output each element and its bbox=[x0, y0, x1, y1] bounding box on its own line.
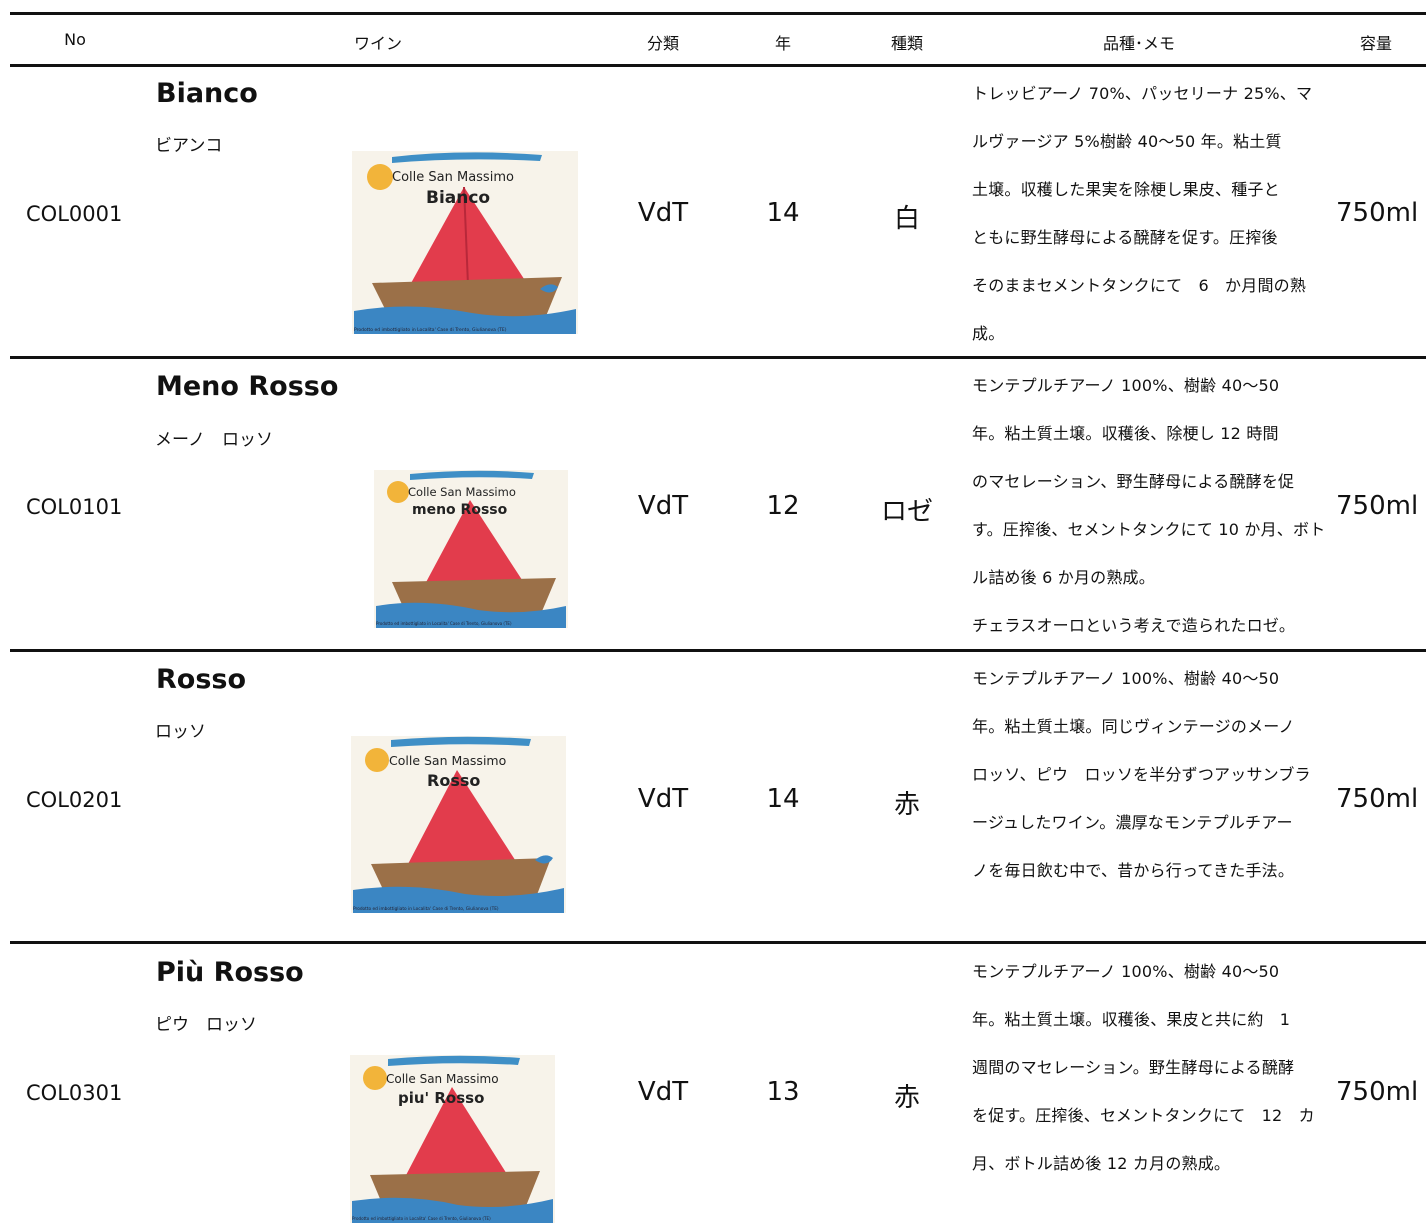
wine-classification: VdT bbox=[637, 491, 689, 521]
memo-line: ノを毎日飲む中で、昔から行ってきた手法。 bbox=[972, 861, 1295, 880]
memo-line: す。圧搾後、セメントタンクにて 10 か月、ボト bbox=[972, 520, 1326, 539]
wine-type: 白 bbox=[893, 204, 921, 234]
wine-name: Più Rosso bbox=[156, 957, 304, 988]
wine-name: Rosso bbox=[156, 664, 247, 695]
memo-line: 月、ボトル詰め後 12 カ月の熟成。 bbox=[972, 1154, 1231, 1173]
memo-line: そのままセメントタンクにて 6 か月間の熟 bbox=[972, 276, 1307, 295]
wine-type: 赤 bbox=[893, 1083, 921, 1113]
memo-line: 成。 bbox=[972, 324, 1005, 343]
label-brand-text: Colle San Massimo bbox=[389, 753, 506, 768]
memo-line: 週間のマセレーション。野生酵母による醗酵 bbox=[972, 1058, 1295, 1077]
memo-line: 年。粘土質土壌。収穫後、果皮と共に約 1 bbox=[972, 1010, 1291, 1029]
memo-line: のマセレーション、野生酵母による醗酵を促 bbox=[972, 472, 1295, 491]
label-footer-text: Prodotto ed imbottigliato in Localita' C… bbox=[353, 906, 499, 912]
header-classification: 分類 bbox=[646, 34, 680, 53]
wine-no: COL0101 bbox=[26, 495, 123, 519]
wine-volume: 750ml bbox=[1336, 784, 1419, 814]
memo-line: モンテプルチアーノ 100%、樹齢 40～50 bbox=[972, 962, 1280, 981]
memo-line: ロッソ、ピウ ロッソを半分ずつアッサンブラ bbox=[972, 765, 1311, 784]
row-rule bbox=[10, 649, 1426, 652]
label-wine-text: Rosso bbox=[427, 771, 480, 790]
label-wine-text: meno Rosso bbox=[412, 502, 508, 518]
memo-line: トレッビアーノ 70%、パッセリーナ 25%、マ bbox=[972, 84, 1313, 103]
wine-volume: 750ml bbox=[1336, 1077, 1419, 1107]
memo-line: チェラスオーロという考えで造られたロゼ。 bbox=[972, 616, 1296, 635]
header-volume: 容量 bbox=[1359, 34, 1393, 53]
memo-line: モンテプルチアーノ 100%、樹齢 40～50 bbox=[972, 669, 1280, 688]
label-wine-text: piu' Rosso bbox=[398, 1089, 484, 1107]
header-year: 年 bbox=[774, 34, 792, 53]
wine-classification: VdT bbox=[637, 784, 689, 814]
wine-kana: ビアンコ bbox=[155, 136, 223, 156]
wine-memo: モンテプルチアーノ 100%、樹齢 40～50 年。粘土質土壌。同じヴィンテージ… bbox=[972, 655, 1312, 895]
label-brand-text: Colle San Massimo bbox=[408, 485, 516, 499]
header-bottom-rule bbox=[10, 64, 1426, 67]
header-no: No bbox=[64, 30, 86, 49]
wine-label-image: Colle San Massimo piu' Rosso Prodotto ed… bbox=[350, 1055, 555, 1223]
header-memo: 品種･メモ bbox=[1102, 34, 1176, 53]
label-footer-text: Prodotto ed imbottigliato in Localita' C… bbox=[376, 621, 512, 626]
row-rule bbox=[10, 356, 1426, 359]
label-brand-text: Colle San Massimo bbox=[392, 170, 514, 185]
wine-year: 14 bbox=[766, 198, 800, 228]
wine-kana: ピウ ロッソ bbox=[155, 1015, 257, 1035]
label-brand-text: Colle San Massimo bbox=[386, 1072, 499, 1086]
wine-volume: 750ml bbox=[1336, 198, 1419, 228]
memo-line: ル詰め後 6 か月の熟成。 bbox=[972, 568, 1155, 587]
bianco-label-art: Colle San Massimo Bianco Prodotto ed imb… bbox=[352, 151, 578, 334]
wine-no: COL0201 bbox=[26, 788, 123, 812]
wine-type: ロゼ bbox=[880, 497, 934, 527]
wine-classification: VdT bbox=[637, 198, 689, 228]
memo-line: ージュしたワイン。濃厚なモンテプルチアー bbox=[972, 813, 1293, 832]
wine-memo: トレッビアーノ 70%、パッセリーナ 25%、マ ルヴァージア 5%樹齢 40～… bbox=[972, 70, 1312, 358]
wine-name: Bianco bbox=[156, 78, 258, 109]
memo-line: ルヴァージア 5%樹齢 40～50 年。粘土質 bbox=[972, 132, 1282, 151]
rosso-label-art: Colle San Massimo Rosso Prodotto ed imbo… bbox=[351, 736, 566, 913]
wine-year: 13 bbox=[766, 1077, 800, 1107]
label-wine-text: Bianco bbox=[426, 188, 490, 208]
header-wine: ワイン bbox=[353, 34, 403, 53]
header-type: 種類 bbox=[890, 34, 924, 53]
wine-classification: VdT bbox=[637, 1077, 689, 1107]
memo-line: ともに野生酵母による醗酵を促す。圧搾後 bbox=[972, 228, 1278, 247]
wine-no: COL0001 bbox=[26, 202, 123, 226]
meno-rosso-label-art: Colle San Massimo meno Rosso Prodotto ed… bbox=[374, 470, 568, 628]
wine-memo: モンテプルチアーノ 100%、樹齢 40～50 年。粘土質土壌。収穫後、果皮と共… bbox=[972, 948, 1315, 1188]
label-footer-text: Prodotto ed imbottigliato in Localita' C… bbox=[354, 327, 507, 333]
wine-type: 赤 bbox=[893, 790, 921, 820]
memo-line: を促す。圧搾後、セメントタンクにて 12 カ bbox=[972, 1106, 1315, 1125]
memo-line: 土壌。収穫した果実を除梗し果皮、種子と bbox=[972, 180, 1280, 199]
wine-label-image: Colle San Massimo Rosso Prodotto ed imbo… bbox=[351, 736, 566, 913]
wine-volume: 750ml bbox=[1336, 491, 1419, 521]
wine-memo: モンテプルチアーノ 100%、樹齢 40～50 年。粘土質土壌。収穫後、除梗し … bbox=[972, 362, 1326, 650]
memo-line: モンテプルチアーノ 100%、樹齢 40～50 bbox=[972, 376, 1280, 395]
wine-kana: メーノ ロッソ bbox=[155, 430, 273, 450]
wine-year: 14 bbox=[766, 784, 800, 814]
memo-line: 年。粘土質土壌。収穫後、除梗し 12 時間 bbox=[972, 424, 1279, 443]
row-rule bbox=[10, 941, 1426, 944]
label-footer-text: Prodotto ed imbottigliato in Localita' C… bbox=[352, 1216, 491, 1221]
wine-label-image: Colle San Massimo Bianco Prodotto ed imb… bbox=[352, 151, 578, 334]
wine-label-image: Colle San Massimo meno Rosso Prodotto ed… bbox=[374, 470, 568, 628]
wine-name: Meno Rosso bbox=[156, 371, 339, 402]
header-top-rule bbox=[10, 12, 1426, 15]
wine-no: COL0301 bbox=[26, 1081, 123, 1105]
wine-year: 12 bbox=[766, 491, 800, 521]
piu-rosso-label-art: Colle San Massimo piu' Rosso Prodotto ed… bbox=[350, 1055, 555, 1223]
memo-line: 年。粘土質土壌。同じヴィンテージのメーノ bbox=[972, 717, 1295, 736]
wine-kana: ロッソ bbox=[155, 722, 206, 742]
